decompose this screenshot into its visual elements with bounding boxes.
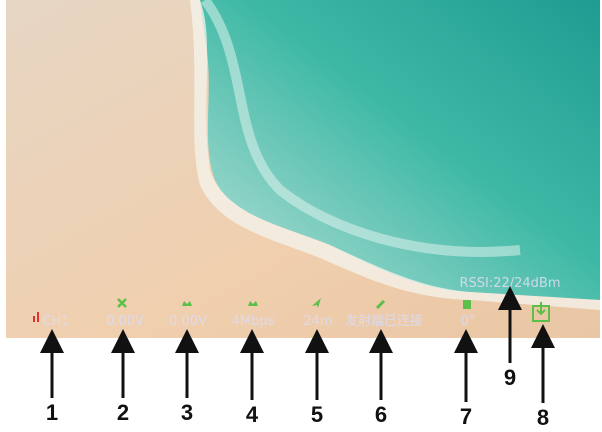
osd-label: CH1	[42, 314, 69, 329]
screen: CH1 0.00V 0.00V 4Mbps 24m 发射端已连接 0° RSSI:22/24d…	[0, 0, 602, 432]
osd-label: 发射端已连接	[345, 313, 423, 329]
callout-number: 6	[375, 402, 387, 427]
callout-number: 4	[246, 402, 259, 427]
callout-number: 3	[181, 400, 193, 425]
callout-number: 1	[46, 400, 58, 425]
callout-number: 2	[117, 400, 129, 425]
rssi-label: RSSI:22/24dBm	[459, 276, 560, 291]
callout-number: 7	[460, 404, 472, 429]
osd-label: 0°	[461, 314, 476, 329]
osd-label: 0.00V	[169, 314, 207, 329]
osd-label: 0.00V	[106, 314, 144, 329]
callout-number: 8	[537, 405, 549, 430]
page: CH1 0.00V 0.00V 4Mbps 24m 发射端已连接 0° RSSI:22/24d…	[0, 0, 602, 432]
osd-label: 24m	[303, 314, 332, 329]
callout-number: 9	[504, 365, 516, 390]
osd-label: 4Mbps	[232, 314, 275, 329]
callout-number: 5	[311, 402, 323, 427]
